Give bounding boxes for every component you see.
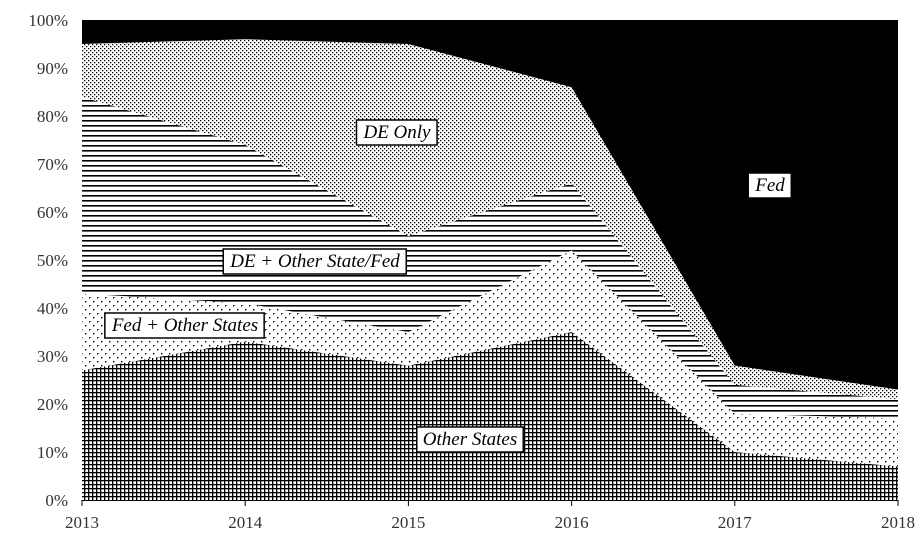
area-de-other-state-fed	[82, 96, 898, 419]
area-label-other-states: Other States	[416, 426, 524, 453]
y-tick-label: 90%	[37, 59, 68, 78]
area-label-text: DE + Other State/Fed	[229, 251, 400, 272]
area-label-box	[355, 119, 438, 146]
area-label-box	[747, 172, 793, 199]
area-label-box	[104, 312, 265, 339]
area-label-text: DE Only	[362, 122, 431, 143]
x-tick-label: 2018	[881, 513, 915, 532]
x-tick-label: 2017	[718, 513, 753, 532]
x-tick-label: 2013	[65, 513, 99, 532]
y-tick-label: 50%	[37, 251, 68, 270]
area-labels-group: Other States Fed + Other States DE + Other…	[104, 119, 793, 453]
area-label-text: Fed	[754, 175, 785, 196]
y-tick-label: 40%	[37, 299, 68, 318]
area-label-box	[416, 426, 524, 453]
area-label-fed: Fed	[747, 172, 793, 199]
y-tick-label: 0%	[45, 491, 68, 510]
area-de-only	[82, 39, 898, 400]
y-tick-label: 30%	[37, 347, 68, 366]
x-tick-label: 2016	[555, 513, 589, 532]
area-series-group	[82, 20, 898, 500]
y-tick-label: 70%	[37, 155, 68, 174]
area-label-fed-other-states: Fed + Other States	[104, 312, 265, 339]
area-label-de-only: DE Only	[355, 119, 438, 146]
x-tick-label: 2015	[391, 513, 425, 532]
area-label-text: Other States	[423, 429, 517, 450]
area-fed-other-states	[82, 250, 898, 467]
area-other-states	[82, 332, 898, 500]
y-tick-label: 10%	[37, 443, 68, 462]
y-tick-label: 80%	[37, 107, 68, 126]
x-tick-label: 2014	[228, 513, 263, 532]
area-label-text: Fed + Other States	[111, 315, 258, 336]
area-label-de-other-state-fed: DE + Other State/Fed	[222, 248, 408, 275]
y-tick-label: 20%	[37, 395, 68, 414]
y-tick-label: 100%	[28, 11, 68, 30]
area-label-box	[222, 248, 408, 275]
area-fed	[82, 20, 898, 390]
y-tick-label: 60%	[37, 203, 68, 222]
axes-group: 0% 10% 20% 30% 40% 50% 60% 70% 80% 90% 100% 2013 201…	[28, 11, 915, 532]
